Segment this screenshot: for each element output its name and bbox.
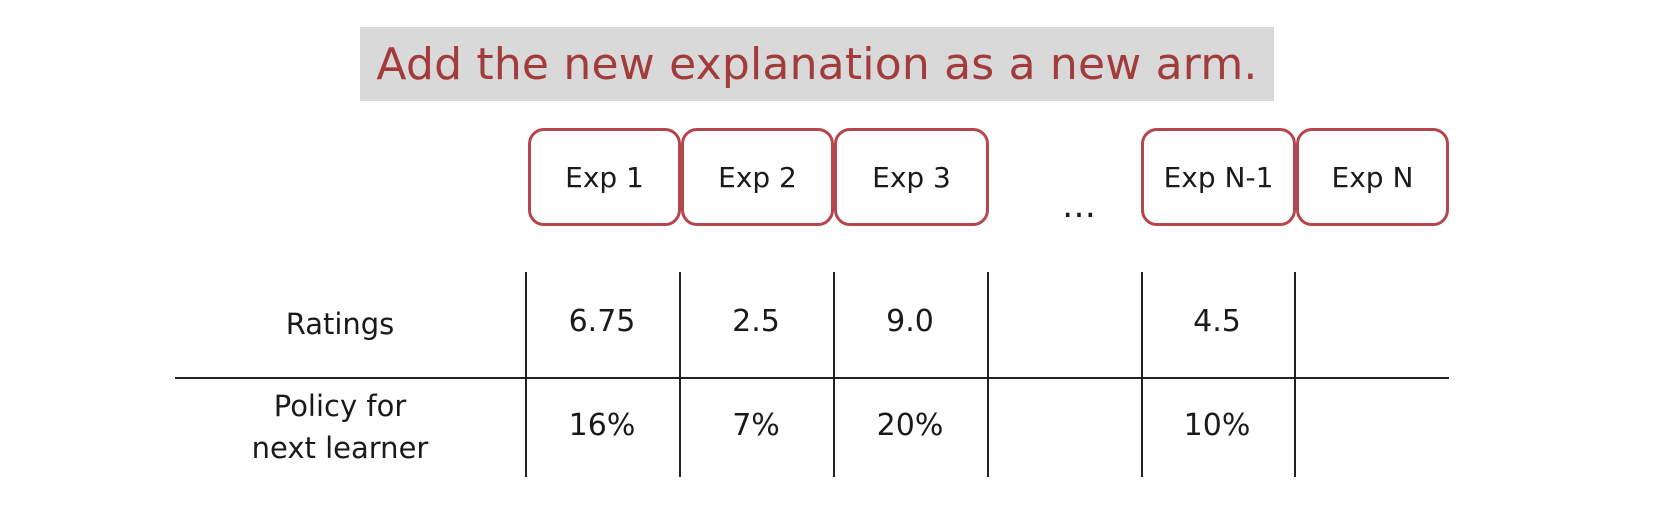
column-divider xyxy=(525,272,527,477)
column-divider xyxy=(1141,272,1143,477)
column-divider xyxy=(1294,272,1296,477)
row-divider xyxy=(175,377,1449,379)
arm-exp-1: Exp 1 xyxy=(528,128,681,226)
arm-exp-2: Exp 2 xyxy=(681,128,834,226)
column-divider xyxy=(987,272,989,477)
policy-exp-3: 20% xyxy=(876,408,944,443)
policy-exp-1: 16% xyxy=(568,408,636,443)
row-label-policy-line1: Policy for xyxy=(273,389,407,423)
rating-exp-n-minus-1: 4.5 xyxy=(1193,304,1241,339)
arm-exp-n: Exp N xyxy=(1296,128,1449,226)
arm-exp-3: Exp 3 xyxy=(834,128,989,226)
policy-exp-n-minus-1: 10% xyxy=(1183,408,1251,443)
column-divider xyxy=(679,272,681,477)
rating-exp-2: 2.5 xyxy=(732,304,780,339)
title-banner: Add the new explanation as a new arm. xyxy=(360,27,1274,101)
arm-exp-n-minus-1: Exp N-1 xyxy=(1141,128,1296,226)
row-label-policy-line2: next learner xyxy=(251,431,429,465)
rating-exp-3: 9.0 xyxy=(886,304,934,339)
policy-exp-2: 7% xyxy=(732,408,780,443)
ellipsis: … xyxy=(1062,186,1098,226)
rating-exp-1: 6.75 xyxy=(568,304,636,339)
column-divider xyxy=(833,272,835,477)
row-label-ratings: Ratings xyxy=(285,307,395,341)
slide-title: Add the new explanation as a new arm. xyxy=(376,38,1258,90)
